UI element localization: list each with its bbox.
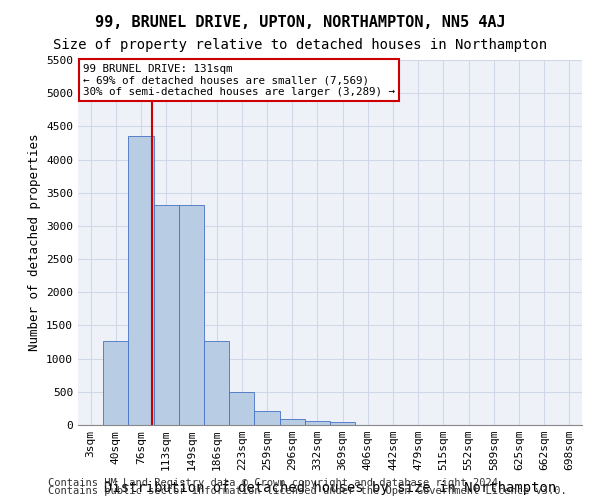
X-axis label: Distribution of detached houses by size in Northampton: Distribution of detached houses by size …	[104, 482, 556, 496]
Bar	[154, 206, 179, 425]
Text: 99, BRUNEL DRIVE, UPTON, NORTHAMPTON, NN5 4AJ: 99, BRUNEL DRIVE, UPTON, NORTHAMPTON, NN…	[95, 15, 505, 30]
Bar	[103, 342, 128, 425]
Bar	[229, 392, 254, 425]
Text: Contains HM Land Registry data © Crown copyright and database right 2024.: Contains HM Land Registry data © Crown c…	[48, 478, 504, 488]
Y-axis label: Number of detached properties: Number of detached properties	[28, 134, 41, 351]
Bar	[128, 136, 154, 425]
Text: Size of property relative to detached houses in Northampton: Size of property relative to detached ho…	[53, 38, 547, 52]
Bar	[330, 422, 355, 425]
Text: 99 BRUNEL DRIVE: 131sqm
← 69% of detached houses are smaller (7,569)
30% of semi: 99 BRUNEL DRIVE: 131sqm ← 69% of detache…	[83, 64, 395, 97]
Text: Contains public sector information licensed under the Open Government Licence v3: Contains public sector information licen…	[48, 486, 567, 496]
Bar	[305, 421, 330, 425]
Bar	[254, 411, 280, 425]
Bar	[179, 206, 204, 425]
Bar	[280, 419, 305, 425]
Bar	[204, 342, 229, 425]
